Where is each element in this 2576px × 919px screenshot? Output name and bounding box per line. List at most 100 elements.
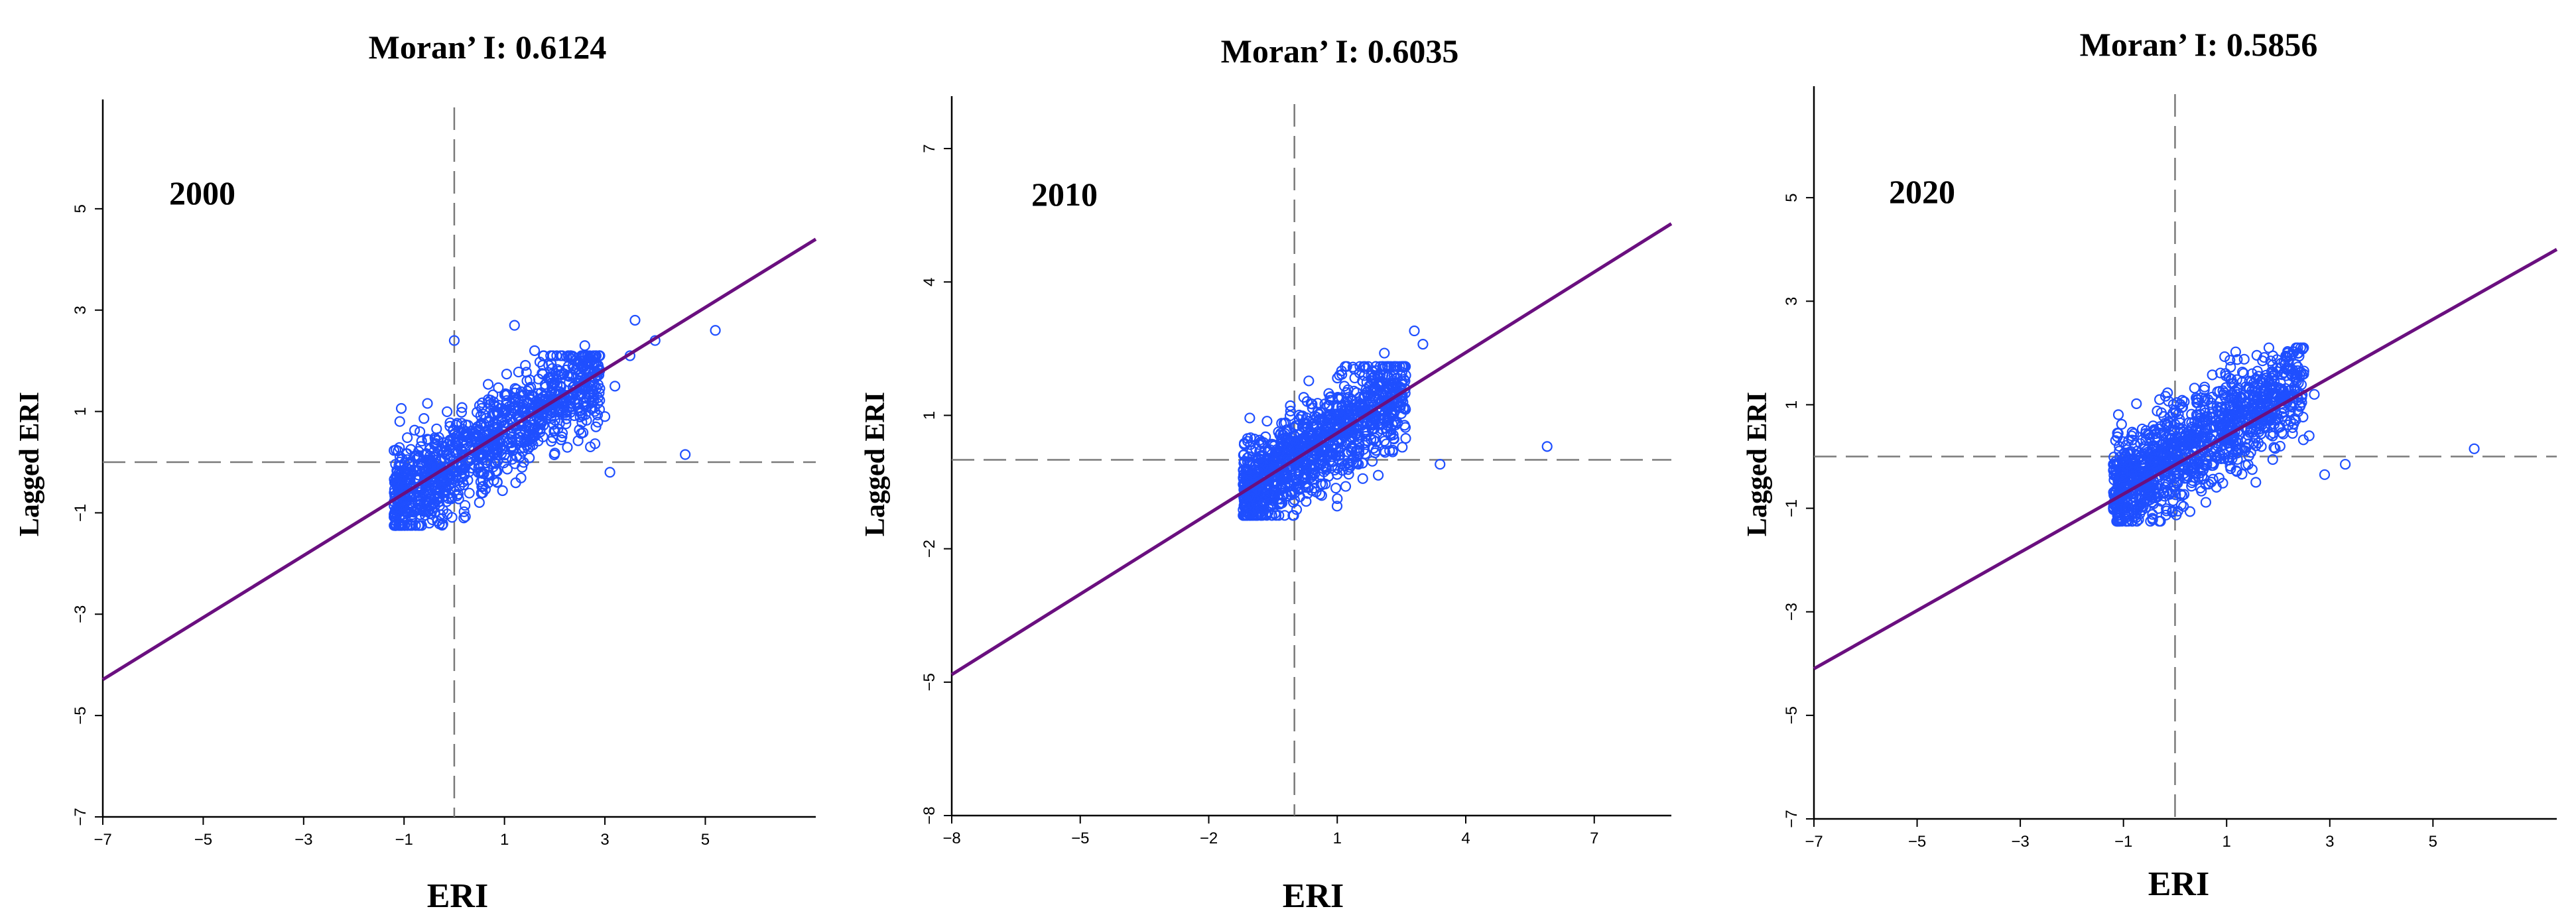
data-point: [2236, 469, 2248, 480]
data-point: [680, 449, 691, 460]
data-point: [1287, 497, 1299, 508]
y-tick-label: −5: [1783, 706, 1801, 724]
data-point: [564, 406, 576, 418]
data-point: [590, 421, 602, 432]
y-tick-label: 5: [72, 204, 90, 213]
data-point: [426, 461, 437, 473]
data-point: [1354, 442, 1365, 454]
data-point: [1319, 466, 1330, 477]
data-point: [578, 427, 589, 438]
x-tick-label: −1: [2114, 833, 2132, 851]
y-tick-label: 3: [72, 306, 90, 314]
data-point: [409, 451, 420, 462]
y-tick-label: −1: [72, 504, 90, 522]
data-point: [434, 500, 445, 511]
data-point: [1238, 450, 1249, 461]
data-point: [2238, 407, 2250, 418]
x-tick-label: 4: [1461, 829, 1470, 847]
point-cloud: [2108, 342, 2309, 527]
data-point: [543, 360, 554, 371]
data-point: [422, 434, 433, 445]
x-tick-label: −1: [395, 831, 413, 849]
data-point: [2159, 418, 2171, 429]
data-point: [1303, 375, 1315, 387]
data-point: [2319, 469, 2331, 480]
data-point: [2274, 440, 2286, 452]
data-point: [2183, 436, 2194, 447]
data-point: [629, 314, 641, 326]
data-point: [1340, 481, 1352, 492]
data-point: [1397, 442, 1408, 453]
data-point: [2134, 467, 2146, 479]
data-point: [1324, 409, 1336, 420]
data-point: [2172, 505, 2183, 517]
data-point: [2293, 351, 2305, 362]
data-point: [2213, 410, 2224, 422]
data-point: [2219, 387, 2230, 398]
data-point: [1332, 418, 1344, 430]
data-point: [2154, 394, 2165, 405]
x-tick-label: −5: [1908, 833, 1926, 851]
data-point: [519, 425, 531, 436]
x-tick-label: −5: [1071, 829, 1089, 847]
data-point: [2128, 428, 2140, 440]
scatter-panel-2000: Moran’ I: 0.6124 2000 −7 −5 −3 −1 1 3 5 −7 −5 −3 −1 1…: [15, 29, 817, 915]
data-point: [2207, 369, 2218, 381]
data-point: [2127, 515, 2138, 527]
data-point: [501, 452, 512, 463]
data-point: [2111, 471, 2122, 483]
data-point: [1331, 501, 1343, 512]
y-axis-label: Lagged ERI: [1742, 392, 1773, 536]
data-point: [1245, 508, 1256, 519]
data-point: [441, 476, 452, 488]
data-point: [2182, 470, 2194, 482]
chart-title: Moran’ I: 0.6124: [369, 29, 607, 66]
data-point: [1292, 484, 1303, 495]
data-point: [2156, 407, 2167, 418]
data-point: [2126, 430, 2138, 442]
data-point: [450, 471, 462, 483]
data-point: [1360, 384, 1372, 395]
data-point: [501, 389, 513, 400]
data-point: [564, 401, 575, 413]
data-point: [2193, 472, 2204, 483]
data-point: [2132, 469, 2144, 480]
data-point: [1384, 361, 1395, 372]
data-point: [1395, 402, 1406, 413]
data-point: [2250, 440, 2262, 452]
data-point: [2191, 422, 2203, 434]
data-point: [1417, 339, 1429, 350]
data-point: [1300, 473, 1311, 485]
data-point: [1357, 458, 1368, 469]
data-point: [1289, 422, 1300, 433]
data-point: [1342, 458, 1353, 469]
data-point: [576, 379, 588, 390]
x-tick-label: −8: [942, 829, 960, 847]
data-point: [1354, 448, 1365, 459]
data-point: [2278, 428, 2289, 440]
data-point: [490, 458, 501, 469]
data-point: [1301, 477, 1312, 489]
data-point: [546, 410, 557, 422]
data-point: [2273, 413, 2284, 424]
data-point: [2189, 433, 2201, 444]
data-point: [2184, 506, 2196, 517]
data-point: [2167, 507, 2178, 518]
data-point: [2174, 428, 2185, 439]
data-point: [1324, 455, 1336, 466]
data-point: [2147, 514, 2158, 525]
data-point: [2161, 503, 2172, 515]
data-point: [1238, 438, 1250, 449]
data-point: [2149, 441, 2160, 452]
y-tick-label: 5: [1783, 193, 1801, 202]
data-point: [391, 504, 403, 515]
data-point: [1388, 433, 1399, 445]
data-point: [493, 382, 504, 393]
year-label: 2000: [169, 174, 235, 212]
data-point: [2201, 454, 2212, 465]
data-point: [2276, 427, 2287, 438]
data-point: [480, 483, 491, 495]
data-point: [1332, 493, 1343, 505]
data-point: [535, 418, 547, 429]
data-point: [582, 364, 594, 375]
